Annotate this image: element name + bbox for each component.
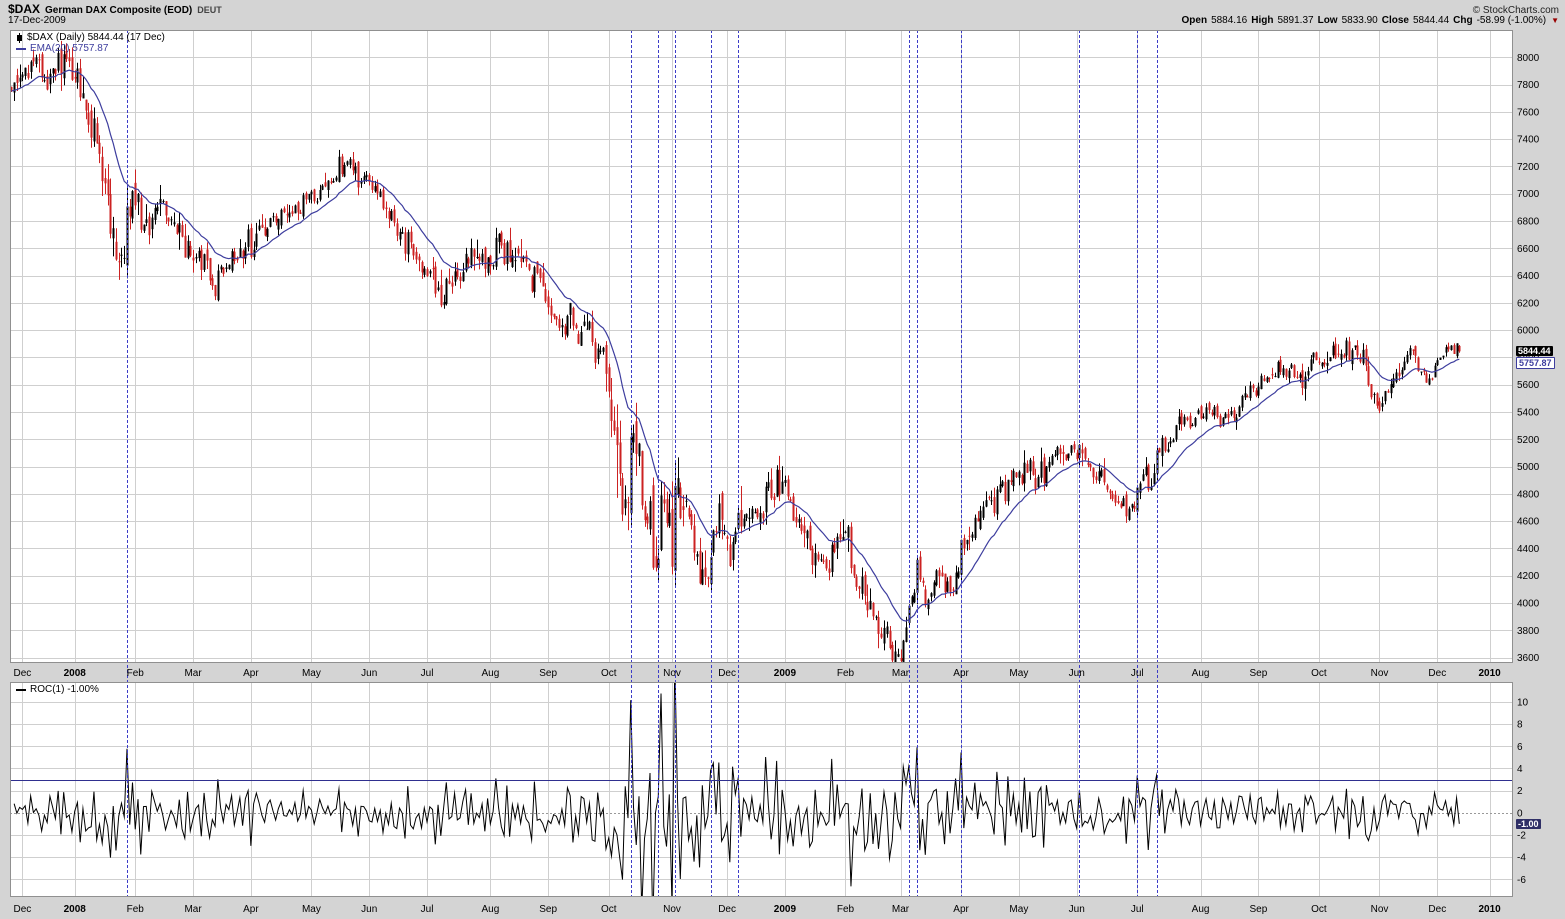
exchange-code: DEUT <box>197 5 222 15</box>
last-price-tag: 5844.44 <box>1516 346 1553 356</box>
quote-summary: Open 5884.16 High 5891.37 Low 5833.90 Cl… <box>1182 15 1560 26</box>
chart-header: $DAX German DAX Composite (EOD) DEUT © S… <box>8 2 1559 16</box>
ema-legend: EMA(20) 5757.87 <box>16 43 108 54</box>
ema-legend-label: EMA(20) 5757.87 <box>30 43 109 54</box>
low-value: 5833.90 <box>1341 15 1378 26</box>
chg-value: -58.99 (-1.00%) <box>1476 15 1547 26</box>
low-label: Low <box>1317 15 1338 26</box>
high-label: High <box>1251 15 1274 26</box>
open-label: Open <box>1181 15 1208 26</box>
high-value: 5891.37 <box>1277 15 1314 26</box>
open-value: 5884.16 <box>1211 15 1248 26</box>
close-label: Close <box>1381 15 1409 26</box>
roc-legend-label: ROC(1) -1.00% <box>30 684 99 695</box>
chart-date: 17-Dec-2009 <box>8 15 66 26</box>
candlestick-icon <box>16 32 23 43</box>
roc-value-tag: -1.00 <box>1516 819 1541 829</box>
price-legend: $DAX (Daily) 5844.44 (17 Dec) <box>16 32 165 43</box>
ema-line-icon <box>16 47 26 50</box>
symbol-ticker: $DAX <box>8 2 41 16</box>
price-legend-label: $DAX (Daily) 5844.44 (17 Dec) <box>27 32 165 43</box>
quote-row: 17-Dec-2009 Open 5884.16 High 5891.37 Lo… <box>8 15 1559 26</box>
copyright-notice: © StockCharts.com <box>1472 5 1559 16</box>
close-value: 5844.44 <box>1412 15 1450 26</box>
chg-label: Chg <box>1453 15 1473 26</box>
ema-value-tag: 5757.87 <box>1516 357 1555 369</box>
chg-down-arrow-icon: ▼ <box>1551 16 1559 25</box>
symbol-name: German DAX Composite (EOD) <box>45 5 193 16</box>
roc-line-icon <box>16 688 26 691</box>
roc-legend: ROC(1) -1.00% <box>16 684 99 695</box>
